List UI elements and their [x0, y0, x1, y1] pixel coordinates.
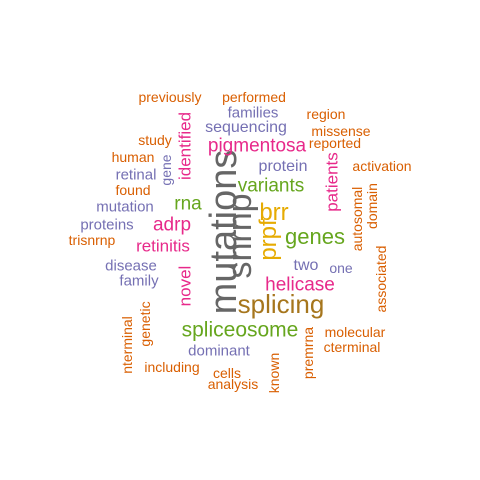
word-domain: domain [364, 183, 380, 229]
word-mutation: mutation [96, 198, 154, 216]
word-one: one [329, 260, 353, 276]
word-autosomal: autosomal [349, 186, 365, 252]
word-including: including [144, 359, 200, 375]
word-disease: disease [105, 257, 157, 275]
word-adrp: adrp [152, 214, 192, 236]
word-protein: protein [258, 158, 308, 175]
word-cterminal: cterminal [323, 339, 381, 355]
word-performed: performed [222, 89, 286, 105]
word-human: human [111, 149, 155, 165]
word-family: family [119, 272, 159, 290]
word-sequencing: sequencing [205, 119, 287, 136]
word-two: two [293, 257, 319, 274]
word-pigmentosa: pigmentosa [207, 135, 307, 157]
word-genetic: genetic [137, 301, 153, 347]
word-helicase: helicase [265, 274, 335, 296]
word-premrna: premrna [300, 326, 316, 380]
word-genes: genes [285, 224, 345, 249]
word-families: families [227, 104, 279, 122]
word-cells: cells [212, 365, 242, 381]
word-splicing: splicing [237, 289, 325, 319]
word-retinitis: retinitis [136, 236, 190, 256]
word-molecular: molecular [324, 324, 386, 340]
word-identified: identified [175, 111, 195, 181]
word-snrnp: snrnp [221, 193, 259, 279]
word-rna: rna [174, 193, 202, 215]
word-nterminal: nterminal [119, 316, 135, 374]
word-patients: patients [322, 152, 342, 212]
word-brr: brr [259, 199, 289, 226]
word-associated: associated [373, 245, 389, 313]
word-spliceosome: spliceosome [181, 318, 299, 342]
word-activation: activation [352, 158, 412, 174]
word-known: known [266, 352, 282, 394]
word-variants: variants [237, 175, 305, 197]
word-trisnrnp: trisnrnp [68, 232, 116, 248]
word-study: study [138, 132, 172, 148]
word-dominant: dominant [188, 342, 250, 360]
word-missense: missense [311, 123, 371, 139]
word-novel: novel [175, 265, 195, 307]
word-previously: previously [138, 89, 202, 105]
word-region: region [306, 106, 346, 122]
word-proteins: proteins [80, 216, 134, 234]
word-gene: gene [158, 154, 174, 186]
word-analysis: analysis [207, 376, 259, 392]
word-retinal: retinal [115, 166, 157, 184]
word-found: found [115, 182, 151, 198]
word-reported: reported [308, 135, 362, 151]
